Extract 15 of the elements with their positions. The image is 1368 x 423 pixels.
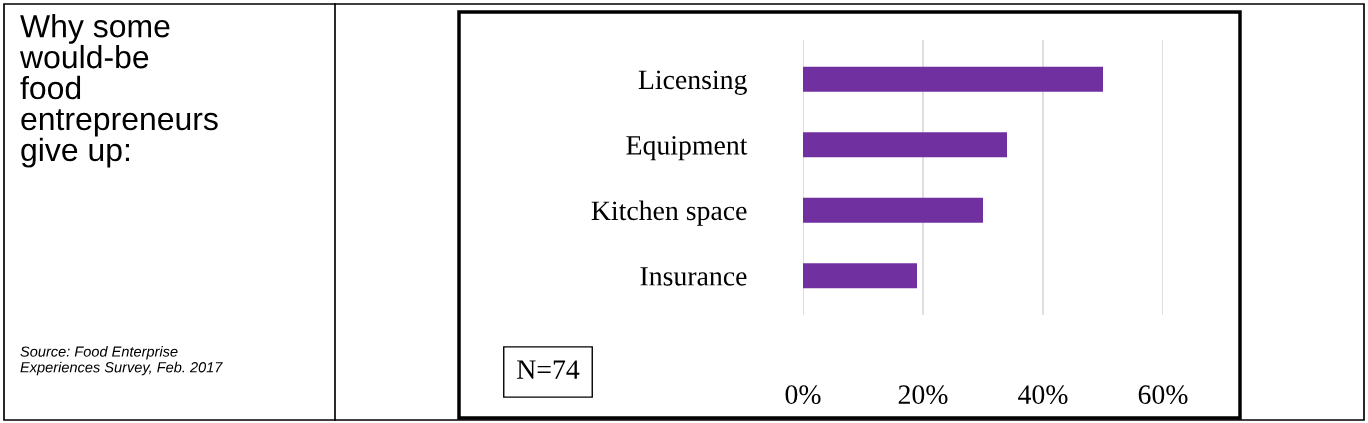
text: Why some would-be food entrepreneurs give up: xyxy=(19,14,218,168)
y-tick-label: Kitchen space xyxy=(591,200,747,226)
x-tick-label: 60% xyxy=(1138,385,1188,405)
text: N=74 xyxy=(517,360,580,379)
y-tick-label: Equipment xyxy=(626,136,748,161)
bar xyxy=(803,197,983,223)
bar xyxy=(803,263,917,289)
y-tick-label: Licensing xyxy=(638,70,747,95)
x-tick-label: 20% xyxy=(898,385,948,405)
source-note: Source: Food Enterprise Experiences Survey, Feb. 2017 xyxy=(20,346,223,376)
bar xyxy=(803,66,1103,92)
y-tick-label: Insurance xyxy=(640,267,747,286)
bar xyxy=(803,132,1007,158)
x-tick-label: 0% xyxy=(785,385,821,405)
x-tick-label: 40% xyxy=(1018,385,1068,405)
